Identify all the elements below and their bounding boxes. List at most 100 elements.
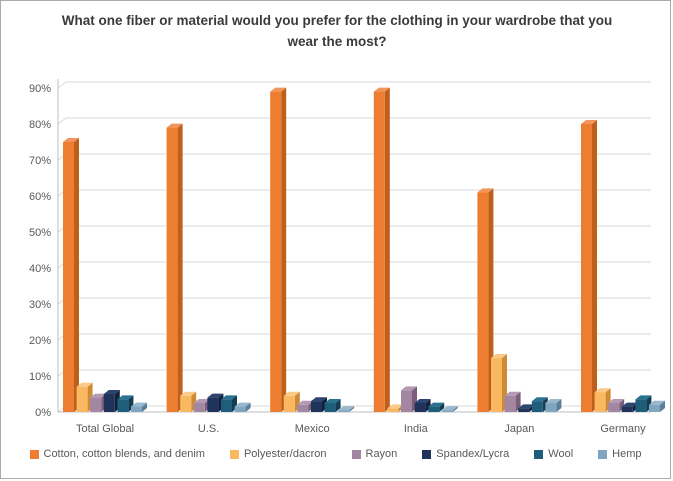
- chart-title: What one fiber or material would you pre…: [61, 13, 613, 49]
- legend-item-hemp: Hemp: [598, 448, 642, 460]
- legend-swatch-icon: [351, 449, 361, 459]
- legend-item-wool: Wool: [534, 448, 573, 460]
- bar-cotton-cotton-blends-and-denim-total-global-top: [63, 138, 79, 142]
- legend-label: Hemp: [612, 448, 642, 460]
- x-category-label: Mexico: [295, 423, 330, 435]
- legend-swatch-icon: [534, 449, 544, 459]
- bar-rayon-japan: [504, 395, 516, 412]
- legend-swatch-icon: [422, 449, 432, 459]
- y-tick-label: 80%: [29, 119, 51, 131]
- bar-rayon-japan-side: [515, 391, 521, 412]
- bar-wool-mexico-side: [335, 399, 341, 412]
- bar-wool-germany-top: [635, 395, 652, 400]
- bar-hemp-japan-side: [556, 399, 562, 412]
- bar-rayon-u-s-top: [193, 399, 210, 403]
- x-category-label: U.S.: [198, 423, 219, 435]
- bar-cotton-cotton-blends-and-denim-india: [373, 91, 385, 412]
- bar-rayon-total-global: [90, 397, 102, 412]
- bar-cotton-cotton-blends-and-denim-india-side: [384, 87, 390, 412]
- bar-hemp-total-global-top: [131, 402, 147, 407]
- bar-cotton-cotton-blends-and-denim-u-s: [166, 127, 178, 412]
- bar-wool-mexico-top: [324, 399, 341, 403]
- bar-hemp-japan-top: [545, 399, 562, 403]
- bar-polyester-dacron-germany-top: [594, 388, 611, 393]
- bar-polyester-dacron-u-s: [180, 395, 192, 412]
- x-category-label: India: [404, 423, 429, 435]
- legend-item-rayon: Rayon: [351, 448, 398, 460]
- bar-wool-india: [428, 406, 440, 412]
- legend-label: Cotton, cotton blends, and denim: [43, 448, 205, 460]
- legend-swatch-icon: [29, 449, 39, 459]
- legend-label: Wool: [548, 448, 574, 460]
- bar-rayon-japan-top: [504, 391, 521, 396]
- bar-polyester-dacron-total-global: [76, 386, 88, 412]
- bar-cotton-cotton-blends-and-denim-mexico-side: [281, 87, 287, 412]
- bar-wool-total-global: [117, 399, 129, 412]
- y-tick-label: 30%: [29, 299, 51, 311]
- bar-hemp-total-global-side: [142, 402, 147, 412]
- bar-spandex-lycra-germany: [621, 406, 633, 412]
- bar-cotton-cotton-blends-and-denim-total-global-side: [74, 138, 79, 412]
- bar-spandex-lycra-india-top: [414, 399, 431, 403]
- bar-wool-india-side: [439, 402, 445, 412]
- x-category-label: Germany: [600, 423, 646, 435]
- bar-wool-u-s-top: [221, 395, 237, 400]
- bar-hemp-mexico: [338, 410, 350, 412]
- bar-wool-japan-top: [531, 397, 548, 402]
- legend: Cotton, cotton blends, and denim Polyeste…: [1, 448, 670, 460]
- bar-polyester-dacron-u-s-top: [180, 391, 197, 396]
- bar-cotton-cotton-blends-and-denim-mexico-top: [270, 87, 287, 92]
- legend-label: Rayon: [365, 448, 398, 460]
- y-tick-label: 40%: [29, 263, 51, 275]
- bar-spandex-lycra-u-s-top: [207, 393, 224, 398]
- bar-rayon-india: [401, 390, 412, 412]
- bar-rayon-mexico-top: [297, 400, 314, 405]
- bar-hemp-u-s-side: [245, 402, 251, 412]
- bar-wool-india-top: [428, 402, 445, 407]
- x-category-label: Japan: [504, 423, 534, 435]
- bar-polyester-dacron-india-top: [387, 404, 404, 409]
- bar-cotton-cotton-blends-and-denim-germany-side: [592, 120, 597, 412]
- bar-polyester-dacron-japan: [491, 358, 502, 412]
- bar-polyester-dacron-total-global-top: [76, 382, 93, 387]
- bar-wool-germany: [635, 399, 647, 412]
- bar-spandex-lycra-total-global-top: [103, 390, 120, 394]
- bar-cotton-cotton-blends-and-denim-u-s-top: [166, 123, 183, 128]
- bar-rayon-germany-top: [608, 399, 625, 403]
- bar-cotton-cotton-blends-and-denim-india-top: [373, 87, 390, 92]
- bar-hemp-u-s: [234, 406, 246, 412]
- bar-wool-japan: [531, 401, 543, 412]
- bar-spandex-lycra-india: [414, 403, 426, 412]
- bar-hemp-u-s-top: [234, 402, 251, 407]
- bar-spandex-lycra-mexico: [311, 401, 322, 412]
- bar-spandex-lycra-mexico-top: [311, 397, 327, 402]
- y-tick-label: 0%: [35, 407, 51, 419]
- grid-depth-connector: [57, 81, 67, 89]
- bar-wool-total-global-top: [117, 395, 134, 400]
- bar-hemp-mexico-top: [338, 406, 355, 411]
- bar-cotton-cotton-blends-and-denim-total-global: [63, 142, 74, 412]
- legend-swatch-icon: [598, 449, 608, 459]
- grid-depth-connector: [57, 117, 67, 125]
- legend-label: Spandex/Lycra: [436, 448, 510, 460]
- bar-hemp-india: [441, 410, 453, 412]
- bar-hemp-germany-side: [660, 400, 665, 412]
- bar-spandex-lycra-total-global: [103, 394, 115, 412]
- y-tick-label: 20%: [29, 335, 51, 347]
- y-tick-label: 60%: [29, 191, 51, 203]
- y-tick-label: 70%: [29, 155, 51, 167]
- bar-rayon-mexico: [297, 404, 309, 412]
- bar-cotton-cotton-blends-and-denim-germany: [581, 124, 592, 412]
- y-tick-label: 90%: [29, 83, 51, 95]
- bar-spandex-lycra-japan: [518, 408, 530, 412]
- bar-polyester-dacron-japan-top: [491, 354, 507, 358]
- bar-rayon-germany: [608, 403, 620, 412]
- bar-cotton-cotton-blends-and-denim-japan: [477, 192, 489, 412]
- legend-swatch-icon: [229, 449, 239, 459]
- bar-hemp-india-side: [452, 406, 458, 412]
- bar-polyester-dacron-germany: [594, 392, 606, 412]
- bar-cotton-cotton-blends-and-denim-u-s-side: [177, 123, 183, 412]
- bar-hemp-india-top: [441, 406, 458, 411]
